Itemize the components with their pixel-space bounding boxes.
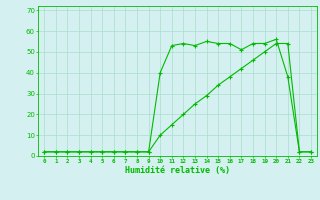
X-axis label: Humidité relative (%): Humidité relative (%): [125, 166, 230, 175]
